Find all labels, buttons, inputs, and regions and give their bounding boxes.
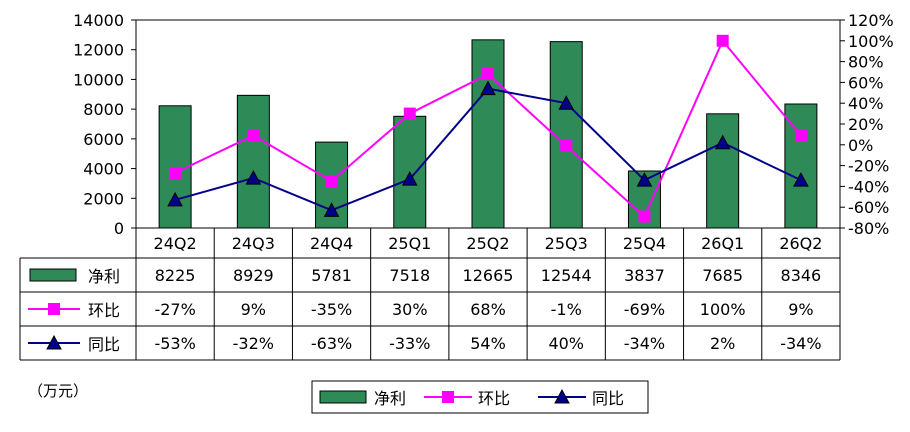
y-left-tick-label: 12000 [73, 41, 124, 60]
marker-qoq-25Q1 [403, 107, 416, 120]
y-left-tick-label: 10000 [73, 70, 124, 89]
table-cell: 3837 [624, 266, 665, 285]
legend-label: 同比 [592, 389, 624, 408]
bar-24Q3 [236, 94, 270, 229]
table-cell: 30% [392, 300, 428, 319]
table-cell: -33% [389, 334, 430, 353]
table-cell: 8346 [781, 266, 822, 285]
legend-key-marker [554, 388, 570, 404]
table-cell: -69% [624, 300, 665, 319]
table-cell: -27% [154, 300, 195, 319]
marker-qoq-26Q2 [794, 129, 807, 142]
x-tick-label: 24Q2 [154, 234, 197, 253]
table-cell: 8225 [155, 266, 196, 285]
marker-qoq-25Q2 [482, 68, 494, 81]
table-cell: 9% [241, 300, 266, 319]
table-cell: -63% [311, 334, 352, 353]
y-left-tick-label: 0 [114, 219, 124, 238]
legend-label: 净利 [374, 389, 406, 408]
table-cell: 8929 [233, 266, 274, 285]
table-key-bar [29, 268, 77, 282]
table-cell: -1% [551, 300, 582, 319]
marker-qoq-24Q2 [169, 166, 182, 179]
table-cell: 54% [470, 334, 506, 353]
marker-yoy-24Q4 [323, 202, 340, 217]
table-cell: 68% [470, 300, 506, 319]
y-right-tick-label: 100% [848, 32, 894, 51]
marker-yoy-26Q2 [793, 172, 809, 187]
y-left-tick-label: 2000 [83, 189, 124, 208]
y-left-tick-label: 8000 [83, 100, 124, 119]
y-right-tick-label: 40% [848, 94, 884, 113]
marker-yoy-24Q2 [167, 191, 183, 207]
marker-qoq-26Q1 [716, 34, 729, 47]
table-row-label: 环比 [88, 301, 120, 320]
x-tick-label: 24Q3 [232, 234, 275, 253]
legend: 净利 环比 同比 [311, 380, 649, 414]
marker-qoq-25Q4 [638, 210, 651, 223]
x-tick-label: 25Q4 [623, 234, 666, 253]
table-cell: 12665 [463, 266, 514, 285]
x-tick-label: 26Q2 [779, 234, 822, 253]
table-cell: -32% [233, 334, 274, 353]
table-cell: 7518 [389, 266, 430, 285]
y-right-tick-label: 120% [848, 11, 894, 30]
table-cell: -35% [311, 300, 352, 319]
table-row-label: 同比 [88, 335, 120, 354]
y-right-tick-label: -40% [848, 177, 889, 196]
marker-yoy-24Q3 [245, 170, 262, 185]
table-cell: -34% [780, 334, 821, 353]
legend-box [311, 380, 649, 414]
marker-qoq-24Q3 [247, 129, 260, 142]
y-right-tick-label: -60% [848, 198, 889, 217]
legend-key-marker [442, 391, 454, 403]
unit-label: （万元） [28, 382, 89, 400]
table-cell: -53% [154, 334, 195, 353]
table-cell: 100% [700, 300, 746, 319]
marker-qoq-25Q3 [560, 139, 573, 152]
x-tick-label: 26Q1 [701, 234, 744, 253]
y-right-tick-label: 0% [848, 136, 873, 155]
table-row-label: 净利 [88, 267, 120, 286]
data-table: 24Q2 24Q3 24Q4 25Q1 25Q2 25Q3 25Q4 26Q1 26Q2 净利 82… [19, 228, 841, 361]
y-right-tick-label: 80% [848, 53, 884, 72]
y-right-tick-label: -20% [848, 157, 889, 176]
table-key-marker [48, 303, 60, 315]
x-tick-label: 24Q4 [310, 234, 353, 253]
x-tick-label: 25Q2 [466, 234, 509, 253]
table-cell: 2% [710, 334, 735, 353]
table-cell: 9% [788, 300, 813, 319]
table-cell: 7685 [702, 266, 743, 285]
y-right-tick-label: 20% [848, 115, 884, 134]
bar-26Q2 [784, 103, 818, 229]
legend-key-bar [319, 390, 367, 404]
marker-yoy-25Q1 [401, 171, 418, 186]
marker-yoy-26Q1 [714, 134, 731, 150]
y-right-tick-label: -80% [848, 219, 889, 238]
x-tick-label: 25Q1 [388, 234, 431, 253]
plot-area: 0 2000 4000 6000 8000 10000 12000 14000 -80% -60%… [73, 11, 894, 238]
marker-yoy-25Q3 [558, 95, 575, 110]
y-left-tick-label: 4000 [83, 160, 124, 179]
y-right-tick-label: 60% [848, 73, 884, 92]
table-cell: 5781 [311, 266, 352, 285]
bar-26Q1 [706, 113, 740, 229]
y-left-tick-label: 6000 [83, 130, 124, 149]
marker-yoy-25Q2 [480, 80, 496, 96]
bar-25Q2 [471, 39, 505, 229]
table-cell: 40% [548, 334, 584, 353]
marker-yoy-25Q4 [636, 172, 653, 187]
table-key-marker [46, 334, 62, 350]
table-cell: 12544 [541, 266, 592, 285]
table-cell: -34% [624, 334, 665, 353]
x-tick-label: 25Q3 [545, 234, 588, 253]
y-left-tick-label: 14000 [73, 11, 124, 30]
marker-qoq-24Q4 [325, 175, 338, 188]
legend-label: 环比 [478, 389, 510, 408]
